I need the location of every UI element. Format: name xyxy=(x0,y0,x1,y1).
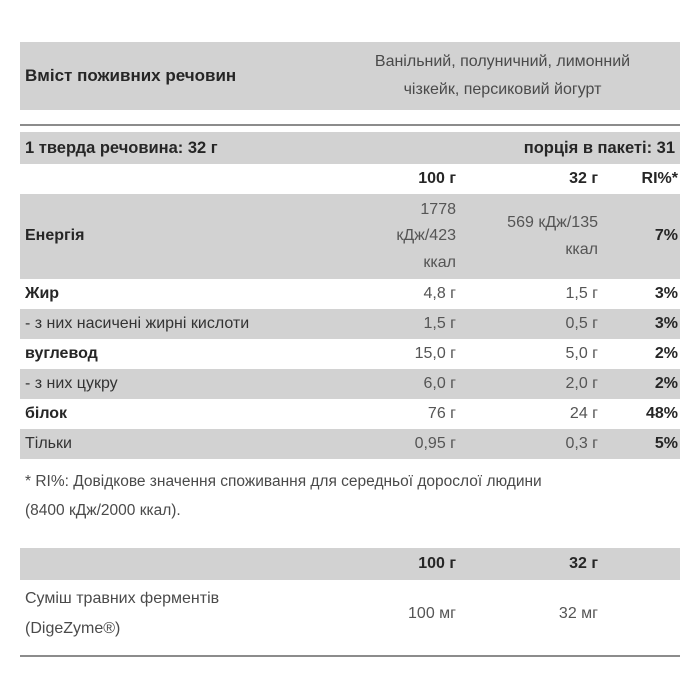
value-32g: 24 г xyxy=(569,405,598,422)
table-row-fat: Жир 4,8 г 1,5 г 3% xyxy=(20,279,680,309)
divider-line xyxy=(20,654,680,657)
value-ri: 3% xyxy=(654,315,678,332)
value-ri: 48% xyxy=(645,405,678,422)
value-100g: 6,0 г xyxy=(423,375,456,392)
value-32g: 2,0 г xyxy=(565,375,598,392)
value-100g: 100 мг xyxy=(408,605,456,623)
value-100g: 15,0 г xyxy=(414,345,456,362)
servings-per-pack: порція в пакеті: 31 xyxy=(523,138,675,157)
column-header-32g: 32 г xyxy=(569,554,598,572)
value-100g: 76 г xyxy=(427,405,456,422)
row-label: вуглевод xyxy=(25,345,98,362)
row-label: Суміш травних ферментів (DigeZyme®) xyxy=(25,589,220,638)
value-32g: 0,5 г xyxy=(565,315,598,332)
value-ri: 5% xyxy=(654,435,678,452)
nutrition-table: Вміст поживних речовин Ванільний, полуни… xyxy=(20,42,680,657)
value-ri: 7% xyxy=(654,227,678,245)
table-row-enzymes: Суміш травних ферментів (DigeZyme®) 100 … xyxy=(20,579,680,655)
ri-footnote: * RI%: Довідкове значення споживання для… xyxy=(25,473,542,520)
value-100g: 1778 кДж/423 ккал xyxy=(396,200,456,271)
value-ri: 2% xyxy=(654,345,678,362)
table-row-energy: Енергія 1778 кДж/423 ккал 569 кДж/135 кк… xyxy=(20,194,680,279)
serving-size: 1 тверда речовина: 32 г xyxy=(25,138,218,157)
column-header-row: 100 г 32 г RI%* xyxy=(20,164,680,194)
flavor-list: Ванільний, полуничний, лимонний чізкейк,… xyxy=(374,53,631,98)
serving-row: 1 тверда речовина: 32 г порція в пакеті:… xyxy=(20,132,680,164)
column-header-ri: RI%* xyxy=(641,170,678,187)
value-32g: 32 мг xyxy=(558,605,598,623)
row-label: Жир xyxy=(25,285,60,302)
value-100g: 1,5 г xyxy=(423,315,456,332)
value-100g: 4,8 г xyxy=(423,285,456,302)
divider-line xyxy=(20,124,680,126)
row-label: - з них цукру xyxy=(25,375,118,392)
flavor-list-cell: Ванільний, полуничний, лимонний чізкейк,… xyxy=(325,42,680,110)
value-32g: 1,5 г xyxy=(565,285,598,302)
row-label: білок xyxy=(25,405,68,422)
row-label: Тільки xyxy=(25,435,72,452)
table-header: Вміст поживних речовин Ванільний, полуни… xyxy=(20,42,680,110)
value-ri: 2% xyxy=(654,375,678,392)
table-row-salt: Тільки 0,95 г 0,3 г 5% xyxy=(20,429,680,459)
column-header-100g: 100 г xyxy=(418,554,456,572)
table-row-saturated-fat: - з них насичені жирні кислоти 1,5 г 0,5… xyxy=(20,309,680,339)
row-label: - з них насичені жирні кислоти xyxy=(25,315,250,332)
value-ri: 3% xyxy=(654,285,678,302)
row-label: Енергія xyxy=(25,227,85,245)
table-row-protein: білок 76 г 24 г 48% xyxy=(20,399,680,429)
column-header-32g: 32 г xyxy=(569,170,598,187)
value-32g: 5,0 г xyxy=(565,345,598,362)
value-32g: 569 кДж/135 ккал xyxy=(507,214,598,258)
enzymes-column-header-row: 100 г 32 г xyxy=(20,547,680,580)
table-row-sugars: - з них цукру 6,0 г 2,0 г 2% xyxy=(20,369,680,399)
table-title: Вміст поживних речовин xyxy=(25,66,237,85)
value-100g: 0,95 г xyxy=(414,435,456,452)
value-32g: 0,3 г xyxy=(565,435,598,452)
table-row-carbohydrate: вуглевод 15,0 г 5,0 г 2% xyxy=(20,339,680,369)
column-header-100g: 100 г xyxy=(418,170,456,187)
